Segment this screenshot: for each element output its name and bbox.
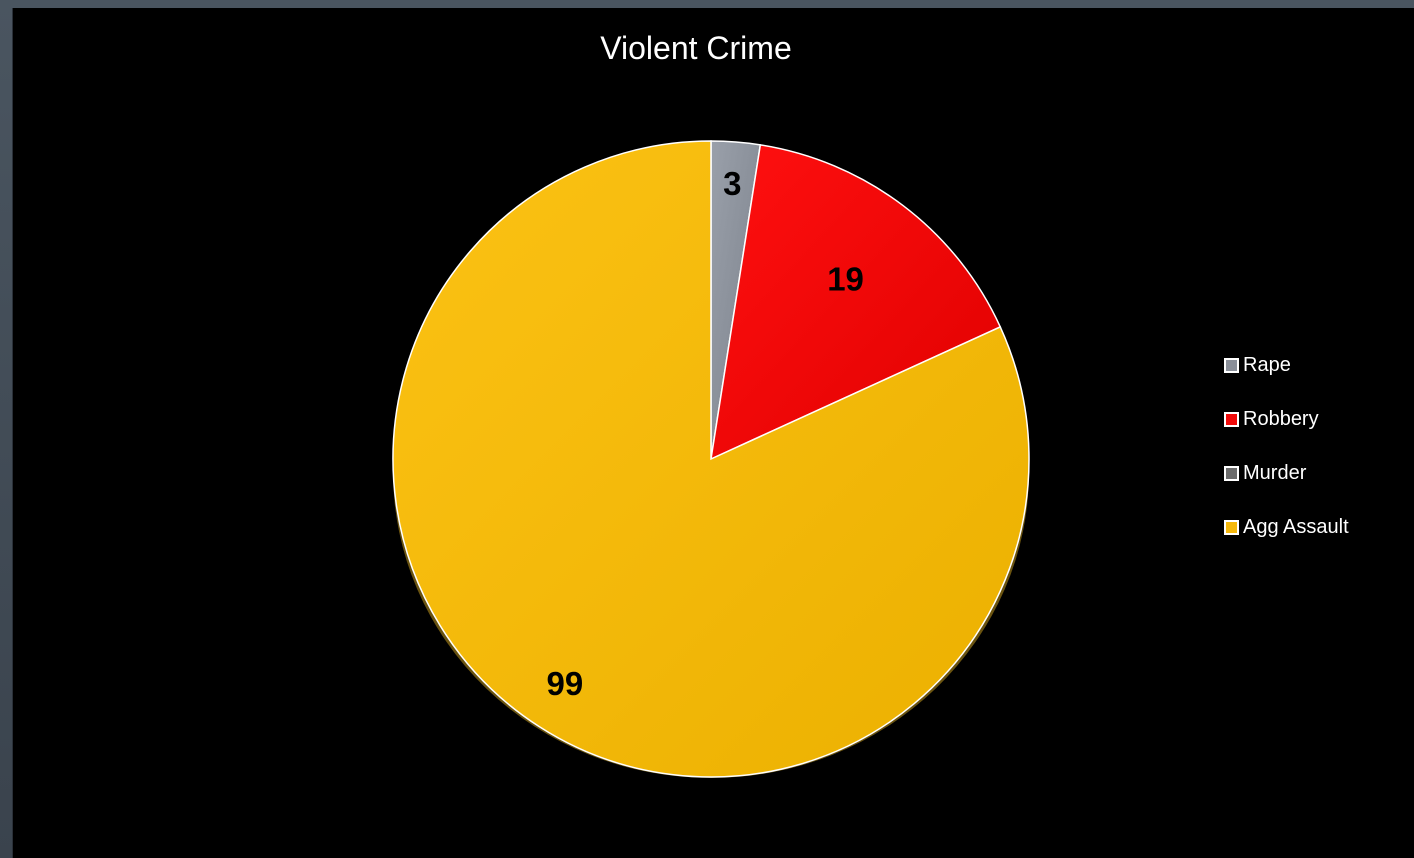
- data-label-robbery: 19: [827, 260, 864, 297]
- legend-item-rape: Rape: [1224, 338, 1404, 392]
- legend: Rape Robbery Murder Agg Assault: [1224, 338, 1404, 554]
- legend-label-rape: Rape: [1243, 353, 1291, 376]
- legend-item-robbery: Robbery: [1224, 392, 1404, 446]
- legend-swatch-murder: [1224, 465, 1239, 481]
- pie-slice-robbery: [710, 143, 1002, 461]
- pie-labels: 3 19 99: [547, 165, 864, 702]
- legend-item-agg-assault: Agg Assault: [1224, 500, 1404, 554]
- data-label-rape: 3: [723, 165, 741, 202]
- legend-label-agg-assault: Agg Assault: [1243, 515, 1349, 538]
- data-label-agg-assault: 99: [547, 665, 584, 702]
- legend-swatch-robbery: [1224, 411, 1239, 427]
- legend-label-robbery: Robbery: [1243, 407, 1319, 430]
- legend-item-murder: Murder: [1224, 446, 1404, 500]
- pie-slice-agg-assault: [392, 140, 1030, 778]
- legend-swatch-rape: [1224, 357, 1239, 373]
- legend-label-murder: Murder: [1243, 461, 1307, 484]
- legend-swatch-agg-assault: [1224, 519, 1239, 535]
- chart-title: Violent Crime: [600, 30, 792, 66]
- pie-slices: [392, 140, 1030, 778]
